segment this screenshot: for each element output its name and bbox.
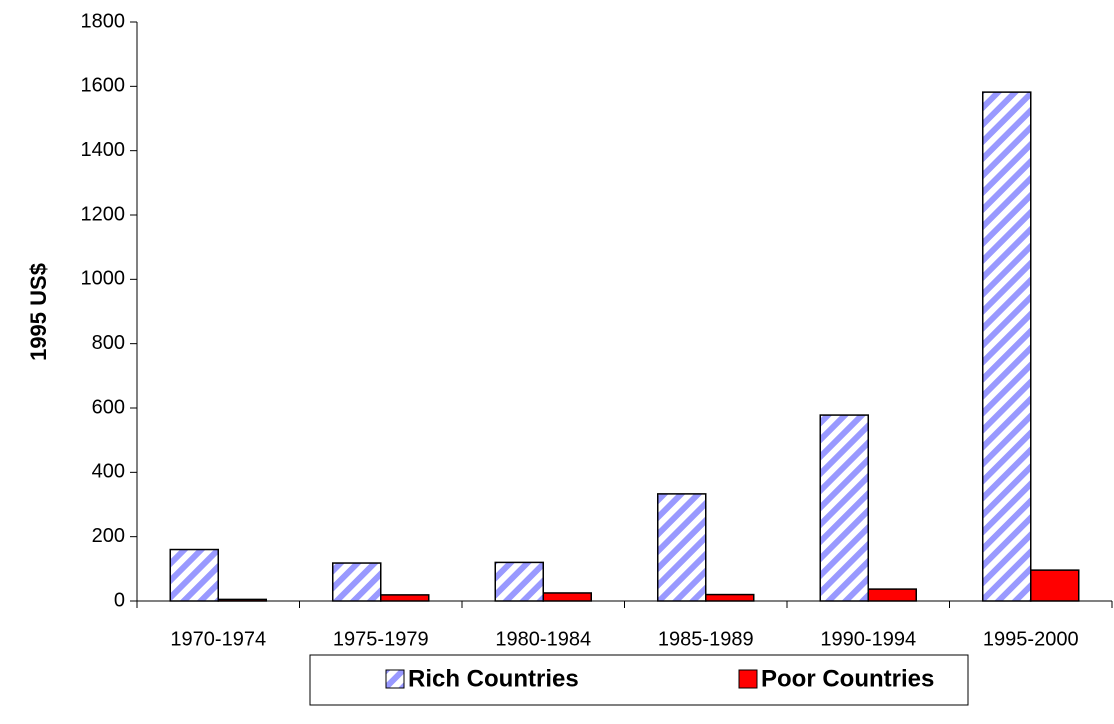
bar [1030,569,1080,602]
bar [380,594,430,602]
x-tick-label: 1975-1979 [333,628,429,650]
x-tick-label: 1985-1989 [658,628,754,650]
legend-swatch [385,669,405,689]
y-tick-label: 600 [92,396,125,418]
x-tick-label: 1980-1984 [495,628,591,650]
y-tick-label: 1400 [81,139,126,161]
legend-swatch [738,669,758,689]
x-tick-label: 1970-1974 [170,628,266,650]
y-tick-label: 1200 [81,203,126,225]
bar [169,548,219,602]
y-tick-label: 400 [92,461,125,483]
bar [982,91,1032,602]
y-tick-label: 1800 [81,10,126,32]
x-tick-label: 1990-1994 [820,628,916,650]
x-tick-label: 1995-2000 [983,628,1079,650]
bar [332,562,382,602]
bar [494,561,544,602]
y-tick-label: 800 [92,332,125,354]
legend-box [309,654,969,706]
bar [217,598,267,602]
legend-label: Poor Countries [761,665,934,692]
y-tick-label: 200 [92,525,125,547]
bar [867,588,917,602]
y-tick-label: 1600 [81,75,126,97]
bar [705,593,755,602]
y-axis-label: 1995 US$ [26,263,51,361]
y-tick-label: 1000 [81,268,126,290]
y-tick-label: 0 [114,589,125,611]
bar [819,414,869,602]
legend-label: Rich Countries [408,665,579,692]
bar [542,592,592,602]
bar [657,493,707,602]
